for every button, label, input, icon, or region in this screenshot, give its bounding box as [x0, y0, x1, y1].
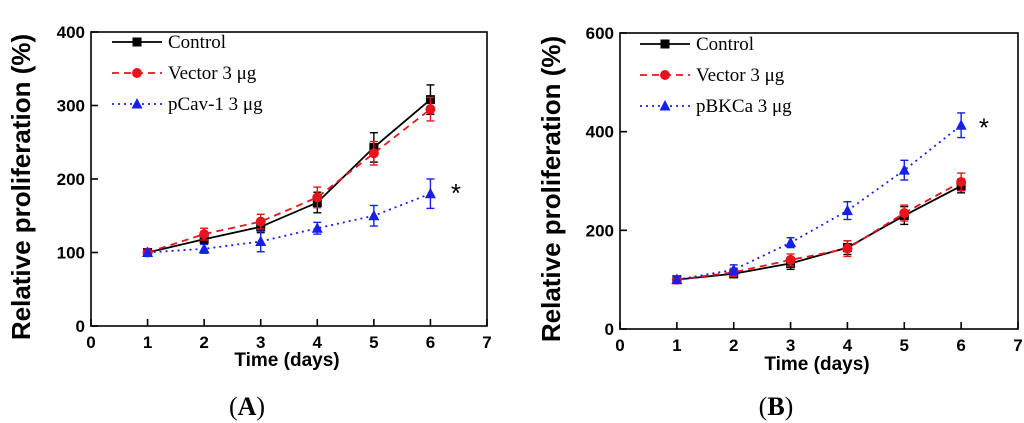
chart-b-x-tick-label: 0 [615, 336, 624, 355]
chart-a-x-tick-label: 1 [143, 333, 152, 352]
chart-a-legend-marker [131, 98, 143, 109]
chart-b-series-line [676, 181, 962, 281]
chart-a-series-line [147, 192, 431, 254]
chart-a-data-point [312, 192, 323, 203]
chart-a-y-tick-label: 400 [57, 23, 85, 42]
chart-a-panel-letter: A [238, 392, 257, 421]
chart-b-legend-marker [660, 39, 670, 49]
chart-b-plot-frame [619, 32, 1019, 330]
chart-b-series-0 [672, 178, 966, 285]
chart-b-x-axis-label: Time (days) [764, 354, 869, 375]
chart-a-significance-star: * [451, 178, 461, 208]
chart-b-x-tick-label: 3 [786, 336, 795, 355]
chart-b-y-tick-label: 0 [605, 320, 614, 339]
chart-a-panel-label: (A) [229, 392, 265, 421]
chart-a-legend-label: Control [168, 32, 226, 53]
chart-b-data-point [899, 208, 910, 219]
chart-b-legend-marker [659, 100, 671, 111]
chart-b-data-point [841, 204, 853, 216]
chart-a-legend-label: pCav-1 3 μg [168, 94, 263, 115]
chart-b-panel-label: (B) [759, 392, 794, 421]
chart-b-data-point [785, 254, 796, 265]
chart-a-y-tick-label: 300 [57, 97, 85, 116]
chart-a-legend-marker [132, 68, 142, 78]
chart-a-x-tick-label: 6 [426, 333, 435, 352]
chart-a-data-point [368, 148, 379, 159]
chart-a-legend-item: pCav-1 3 μg [112, 94, 263, 115]
chart-b-y-tick-label: 600 [586, 24, 614, 43]
chart-b-x-tick-label: 5 [900, 336, 909, 355]
chart-a-data-point [311, 222, 323, 233]
chart-a-series-line [147, 98, 432, 254]
chart-a-x-tick-label: 2 [199, 333, 208, 352]
chart-b-legend-item: Control [640, 34, 754, 55]
chart-b-data-point [842, 243, 853, 254]
chart-a-data-point [368, 209, 380, 221]
chart-a-y-tick-label: 200 [57, 170, 85, 189]
chart-panel-a: 0 100 200 300 400 0 1 2 3 4 5 6 7 Time (days) Relative… [6, 23, 492, 421]
chart-a-legend-item: Control [112, 32, 226, 53]
chart-b-x-tick-label: 1 [672, 336, 681, 355]
chart-a-data-point [424, 187, 436, 199]
chart-b-data-point [785, 236, 797, 248]
chart-b-panel-letter: B [767, 392, 784, 421]
chart-b-series-line [676, 185, 962, 281]
chart-b-data-point [728, 263, 740, 275]
chart-a-data-point [198, 242, 210, 254]
chart-a-series-2 [142, 178, 436, 257]
chart-a-series-line [147, 108, 431, 254]
chart-panel-b: 0 200 400 600 0 1 2 3 4 5 6 7 Time (days) Relative pr… [536, 24, 1023, 421]
chart-b-legend-label: pBKCa 3 μg [696, 96, 792, 117]
chart-a-y-tick-label: 0 [76, 317, 85, 336]
chart-a-y-axis-label: Relative proliferation (%) [6, 34, 36, 340]
chart-b-legend-item: pBKCa 3 μg [640, 96, 792, 117]
chart-a-x-tick-label: 7 [482, 333, 491, 352]
chart-a-legend-item: Vector 3 μg [112, 63, 257, 84]
chart-b-data-point [898, 164, 910, 175]
chart-a-legend-marker [132, 37, 142, 47]
chart-a-data-point [199, 229, 210, 240]
chart-b-data-point [955, 119, 967, 130]
chart-b-y-tick-label: 400 [586, 123, 614, 142]
chart-b-data-point [671, 273, 683, 285]
chart-b-legend-label: Control [696, 34, 754, 55]
chart-a-x-tick-label: 5 [369, 333, 378, 352]
chart-a-y-tick-label: 100 [57, 244, 85, 263]
chart-b-significance-star: * [979, 112, 989, 142]
chart-a-series-1 [142, 96, 436, 258]
chart-b-y-tick-label: 200 [586, 221, 614, 240]
chart-b-series-1 [671, 172, 967, 285]
chart-a-x-axis-label: Time (days) [234, 350, 339, 371]
chart-a-x-tick-label: 0 [86, 333, 95, 352]
chart-b-legend-item: Vector 3 μg [640, 65, 785, 86]
chart-a-data-point [255, 235, 267, 246]
chart-b-x-tick-label: 7 [1013, 336, 1022, 355]
chart-a-data-point [255, 216, 266, 227]
chart-a-x-tick-label: 3 [256, 333, 265, 352]
chart-b-data-point [956, 176, 967, 187]
chart-b-legend-marker [660, 70, 670, 80]
chart-a-legend-label: Vector 3 μg [168, 63, 257, 84]
chart-b-y-axis-label: Relative proliferation (%) [536, 36, 566, 342]
chart-b-legend-label: Vector 3 μg [696, 65, 785, 86]
chart-a-x-tick-label: 4 [313, 333, 323, 352]
chart-b-series-2 [671, 112, 967, 285]
chart-b-x-tick-label: 6 [956, 336, 965, 355]
chart-b-x-tick-label: 4 [843, 336, 853, 355]
chart-a-data-point [425, 104, 436, 115]
chart-b-x-tick-label: 2 [729, 336, 738, 355]
chart-a-data-point [142, 246, 154, 257]
chart-b-series-line [676, 124, 962, 281]
